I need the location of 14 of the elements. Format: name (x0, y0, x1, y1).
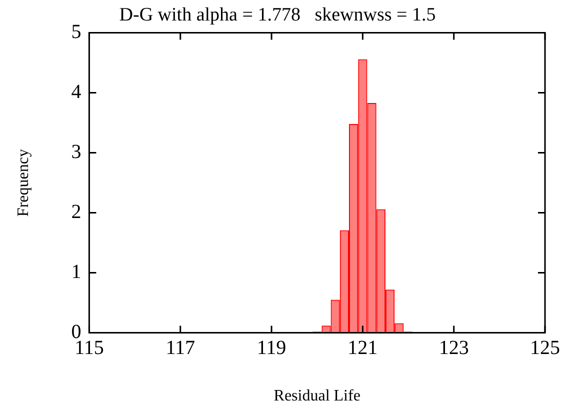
x-tick-label: 125 (530, 337, 560, 360)
x-tick-label: 115 (74, 337, 104, 360)
x-axis-title: Residual Life (274, 388, 360, 405)
x-tick-label: 119 (256, 337, 286, 360)
y-tick-label: 2 (71, 201, 82, 224)
y-tick-label: 4 (71, 81, 82, 104)
y-tick-label: 3 (71, 141, 82, 164)
x-tick-label: 121 (348, 337, 378, 360)
y-tick-label: 5 (71, 21, 82, 44)
x-tick-label: 117 (166, 337, 195, 360)
y-tick-label: 1 (71, 261, 82, 284)
chart-title: D-G with alpha = 1.778 skewnwss = 1.5 (119, 4, 436, 26)
y-axis-title: Frequency (14, 149, 32, 217)
x-tick-label: 123 (438, 337, 469, 360)
